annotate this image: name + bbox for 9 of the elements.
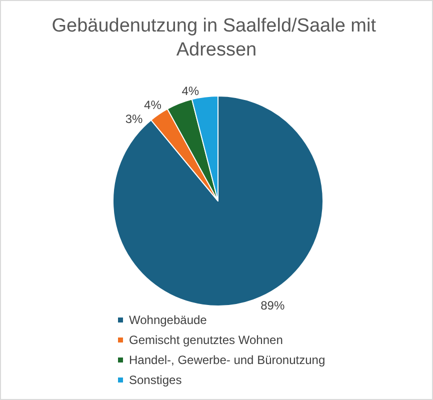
chart-title: Gebäudenutzung in Saalfeld/Saale mit Adressen	[52, 16, 382, 60]
legend-label: Wohngebäude	[129, 313, 208, 327]
data-label: 4%	[144, 98, 162, 112]
data-label: 89%	[260, 298, 285, 312]
legend-label: Gemischt genutztes Wohnen	[129, 333, 283, 347]
legend-label: Sonstiges	[129, 373, 182, 387]
legend-label: Handel-, Gewerbe- und Büronutzung	[129, 353, 326, 367]
data-label: 4%	[182, 84, 200, 98]
data-label: 3%	[125, 112, 144, 126]
